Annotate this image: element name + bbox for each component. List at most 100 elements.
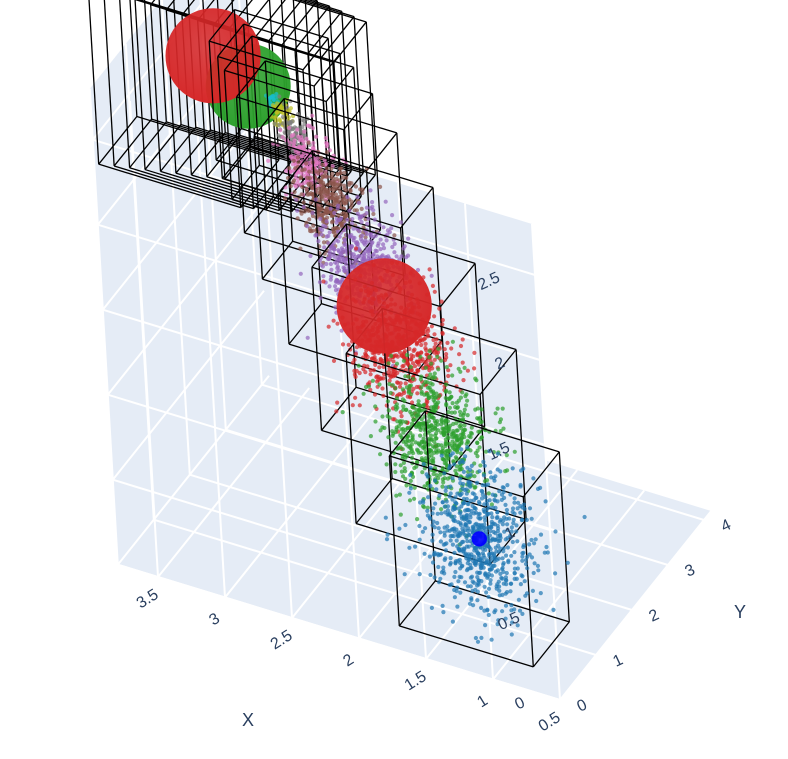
data-point [340, 247, 345, 253]
data-point [480, 551, 485, 556]
data-point [388, 375, 393, 380]
data-point [456, 579, 461, 584]
data-point [477, 501, 482, 506]
data-point [305, 335, 310, 340]
data-point [482, 522, 487, 527]
data-point [396, 446, 401, 451]
data-point [414, 359, 419, 364]
data-point [323, 170, 328, 175]
box-edge [479, 349, 517, 395]
data-point [515, 506, 520, 511]
data-point [441, 480, 446, 485]
box-edge [355, 478, 393, 524]
data-point [454, 588, 459, 594]
x-tick-label: 2 [340, 651, 357, 670]
data-point [422, 359, 427, 365]
data-point [466, 558, 471, 563]
data-point [328, 277, 333, 282]
data-point [484, 590, 489, 595]
data-point [380, 414, 385, 419]
data-point [292, 189, 297, 195]
data-point [508, 492, 513, 497]
data-point [501, 549, 506, 554]
data-point [344, 175, 349, 180]
data-point [439, 449, 444, 454]
data-point [511, 521, 516, 526]
data-point [430, 382, 435, 387]
data-point [529, 555, 535, 560]
data-point [454, 428, 459, 433]
data-point [299, 154, 304, 159]
box-edge [223, 35, 253, 71]
data-point [469, 597, 474, 603]
data-point [448, 363, 453, 368]
data-point [415, 391, 420, 396]
data-point [332, 185, 337, 190]
sphere-0 [471, 531, 487, 547]
data-point [443, 488, 448, 493]
data-point [424, 472, 429, 477]
data-point [439, 419, 444, 424]
data-point [403, 381, 408, 386]
data-point [406, 236, 411, 241]
data-point [486, 571, 491, 577]
box-edge [208, 9, 235, 42]
data-point [463, 522, 468, 527]
box-edge [158, 0, 167, 122]
data-point [582, 514, 587, 520]
data-point [340, 410, 345, 415]
data-point [370, 200, 375, 205]
data-point [295, 216, 300, 221]
data-point [403, 455, 408, 460]
data-point [497, 489, 502, 494]
data-point [393, 386, 398, 391]
data-point [493, 493, 498, 498]
data-point [461, 378, 466, 383]
data-point [385, 532, 390, 537]
data-point [445, 504, 451, 509]
data-point [460, 486, 465, 491]
box-edge [313, 53, 341, 87]
data-point [475, 551, 481, 556]
data-point [386, 361, 391, 366]
data-point [483, 547, 488, 553]
data-point [449, 410, 454, 415]
data-point [500, 556, 505, 561]
data-point [518, 582, 524, 587]
data-point [278, 128, 283, 133]
data-point [366, 250, 371, 255]
data-point [425, 513, 430, 518]
data-point [296, 160, 301, 165]
data-point [386, 408, 391, 413]
data-point [498, 417, 503, 422]
data-point [304, 136, 309, 141]
data-point [457, 533, 462, 538]
data-point [390, 429, 395, 434]
data-point [442, 533, 447, 538]
data-point [358, 214, 364, 219]
data-point [485, 525, 490, 531]
data-point [471, 603, 476, 608]
data-point [280, 114, 285, 120]
data-point [475, 589, 480, 594]
data-point [490, 536, 495, 541]
data-point [482, 561, 487, 566]
data-point [401, 460, 406, 465]
data-point [439, 511, 444, 516]
data-point [486, 491, 491, 496]
data-point [489, 524, 494, 529]
data-point [307, 192, 312, 197]
box-edge [307, 10, 343, 55]
data-point [334, 220, 339, 225]
data-point [473, 635, 478, 641]
data-point [445, 528, 450, 533]
box-edge [522, 496, 534, 667]
data-point [451, 431, 456, 436]
data-point [319, 186, 324, 192]
data-point [378, 247, 383, 252]
data-point [394, 427, 399, 432]
data-point [436, 526, 441, 531]
data-point [431, 405, 436, 410]
data-point [501, 560, 506, 566]
